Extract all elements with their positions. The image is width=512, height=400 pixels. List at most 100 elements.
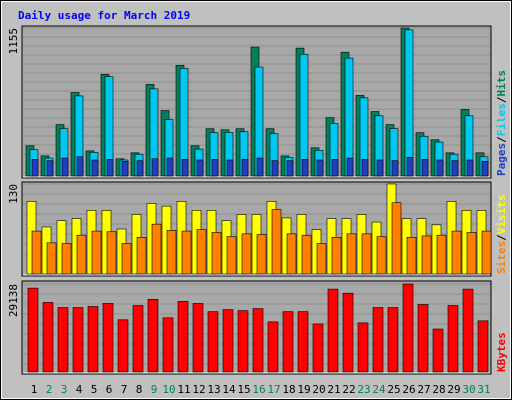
x-tick-label: 25 <box>387 383 400 396</box>
x-tick-label: 28 <box>432 383 445 396</box>
x-tick-label: 27 <box>417 383 430 396</box>
bar <box>222 309 234 373</box>
bar <box>241 233 252 275</box>
bar <box>451 230 462 275</box>
bar <box>121 243 132 275</box>
chart-title: Daily usage for March 2019 <box>18 9 190 22</box>
bar <box>271 160 279 177</box>
bar <box>166 157 174 177</box>
bar <box>192 303 204 373</box>
bar <box>181 230 192 275</box>
bar <box>342 292 354 373</box>
bar <box>46 160 54 177</box>
bar <box>282 311 294 373</box>
bar <box>256 234 267 275</box>
bar <box>432 328 444 373</box>
x-tick-label: 2 <box>46 383 53 396</box>
bar <box>447 305 459 373</box>
bar <box>57 307 69 373</box>
x-tick-label: 12 <box>192 383 205 396</box>
bar <box>166 230 177 275</box>
legend-separator: / <box>495 96 508 103</box>
x-tick-label: 21 <box>327 383 340 396</box>
bar <box>391 160 399 177</box>
bar <box>46 242 57 275</box>
bar <box>42 302 54 373</box>
y-tick-label: 29138 <box>7 284 20 317</box>
bar <box>271 209 282 275</box>
x-tick-label: 7 <box>121 383 128 396</box>
bar <box>256 157 264 177</box>
x-tick-label: 10 <box>162 383 175 396</box>
x-tick-label: 6 <box>106 383 113 396</box>
x-tick-label: 20 <box>312 383 325 396</box>
bar <box>421 159 429 177</box>
bar <box>372 307 384 373</box>
bar <box>252 308 264 373</box>
x-tick-label: 18 <box>282 383 295 396</box>
bar <box>162 317 174 373</box>
bar <box>196 159 204 177</box>
x-tick-label: 1 <box>31 383 38 396</box>
bar <box>181 159 189 177</box>
x-tick-label: 17 <box>267 383 280 396</box>
legend: KBytes <box>495 332 508 372</box>
bar <box>477 320 489 373</box>
bar <box>76 156 84 177</box>
bar <box>117 319 129 373</box>
bar <box>226 236 237 275</box>
x-tick-label: 13 <box>207 383 220 396</box>
legend-entry: Pages <box>495 143 508 176</box>
y-tick-label: 1155 <box>7 28 20 55</box>
x-tick-label: 29 <box>447 383 460 396</box>
bar <box>72 307 84 373</box>
bar <box>481 230 492 275</box>
bar <box>301 234 312 275</box>
x-tick-label: 24 <box>372 383 386 396</box>
legend-entry: Visits <box>495 195 508 235</box>
legend: Sites/Visits <box>495 195 508 275</box>
bar <box>297 311 309 373</box>
bar <box>76 234 87 275</box>
bar <box>404 29 414 177</box>
bar <box>237 310 249 373</box>
bar <box>421 235 432 275</box>
x-tick-label: 19 <box>297 383 310 396</box>
bar <box>376 236 387 275</box>
legend-entry: Sites <box>495 241 508 274</box>
bar <box>451 160 459 177</box>
bar <box>376 159 384 177</box>
x-tick-label: 5 <box>91 383 98 396</box>
bar <box>417 304 429 373</box>
bar <box>151 158 159 177</box>
bar <box>391 202 402 275</box>
bar <box>136 237 147 275</box>
bar <box>207 311 219 373</box>
bar <box>402 283 414 373</box>
x-tick-label: 11 <box>177 383 190 396</box>
y-tick-label: 130 <box>7 184 20 204</box>
bar <box>91 230 102 275</box>
bar <box>61 243 72 275</box>
bar <box>327 288 339 373</box>
bar <box>316 243 327 275</box>
bar <box>331 159 339 177</box>
legend-entry: Files <box>495 103 508 136</box>
bar <box>102 303 114 373</box>
bar <box>27 287 39 373</box>
x-tick-label: 8 <box>136 383 143 396</box>
legend: Pages/Files/Hits <box>495 70 508 176</box>
legend-separator: / <box>495 136 508 143</box>
bar <box>481 160 489 177</box>
bar <box>357 322 369 373</box>
x-tick-label: 23 <box>357 383 370 396</box>
bar <box>91 159 99 177</box>
bar <box>106 231 117 275</box>
bar <box>132 305 144 373</box>
x-tick-label: 26 <box>402 383 415 396</box>
bar <box>61 157 69 177</box>
x-tick-label: 3 <box>61 383 68 396</box>
legend-separator: / <box>495 234 508 241</box>
bar <box>466 232 477 275</box>
